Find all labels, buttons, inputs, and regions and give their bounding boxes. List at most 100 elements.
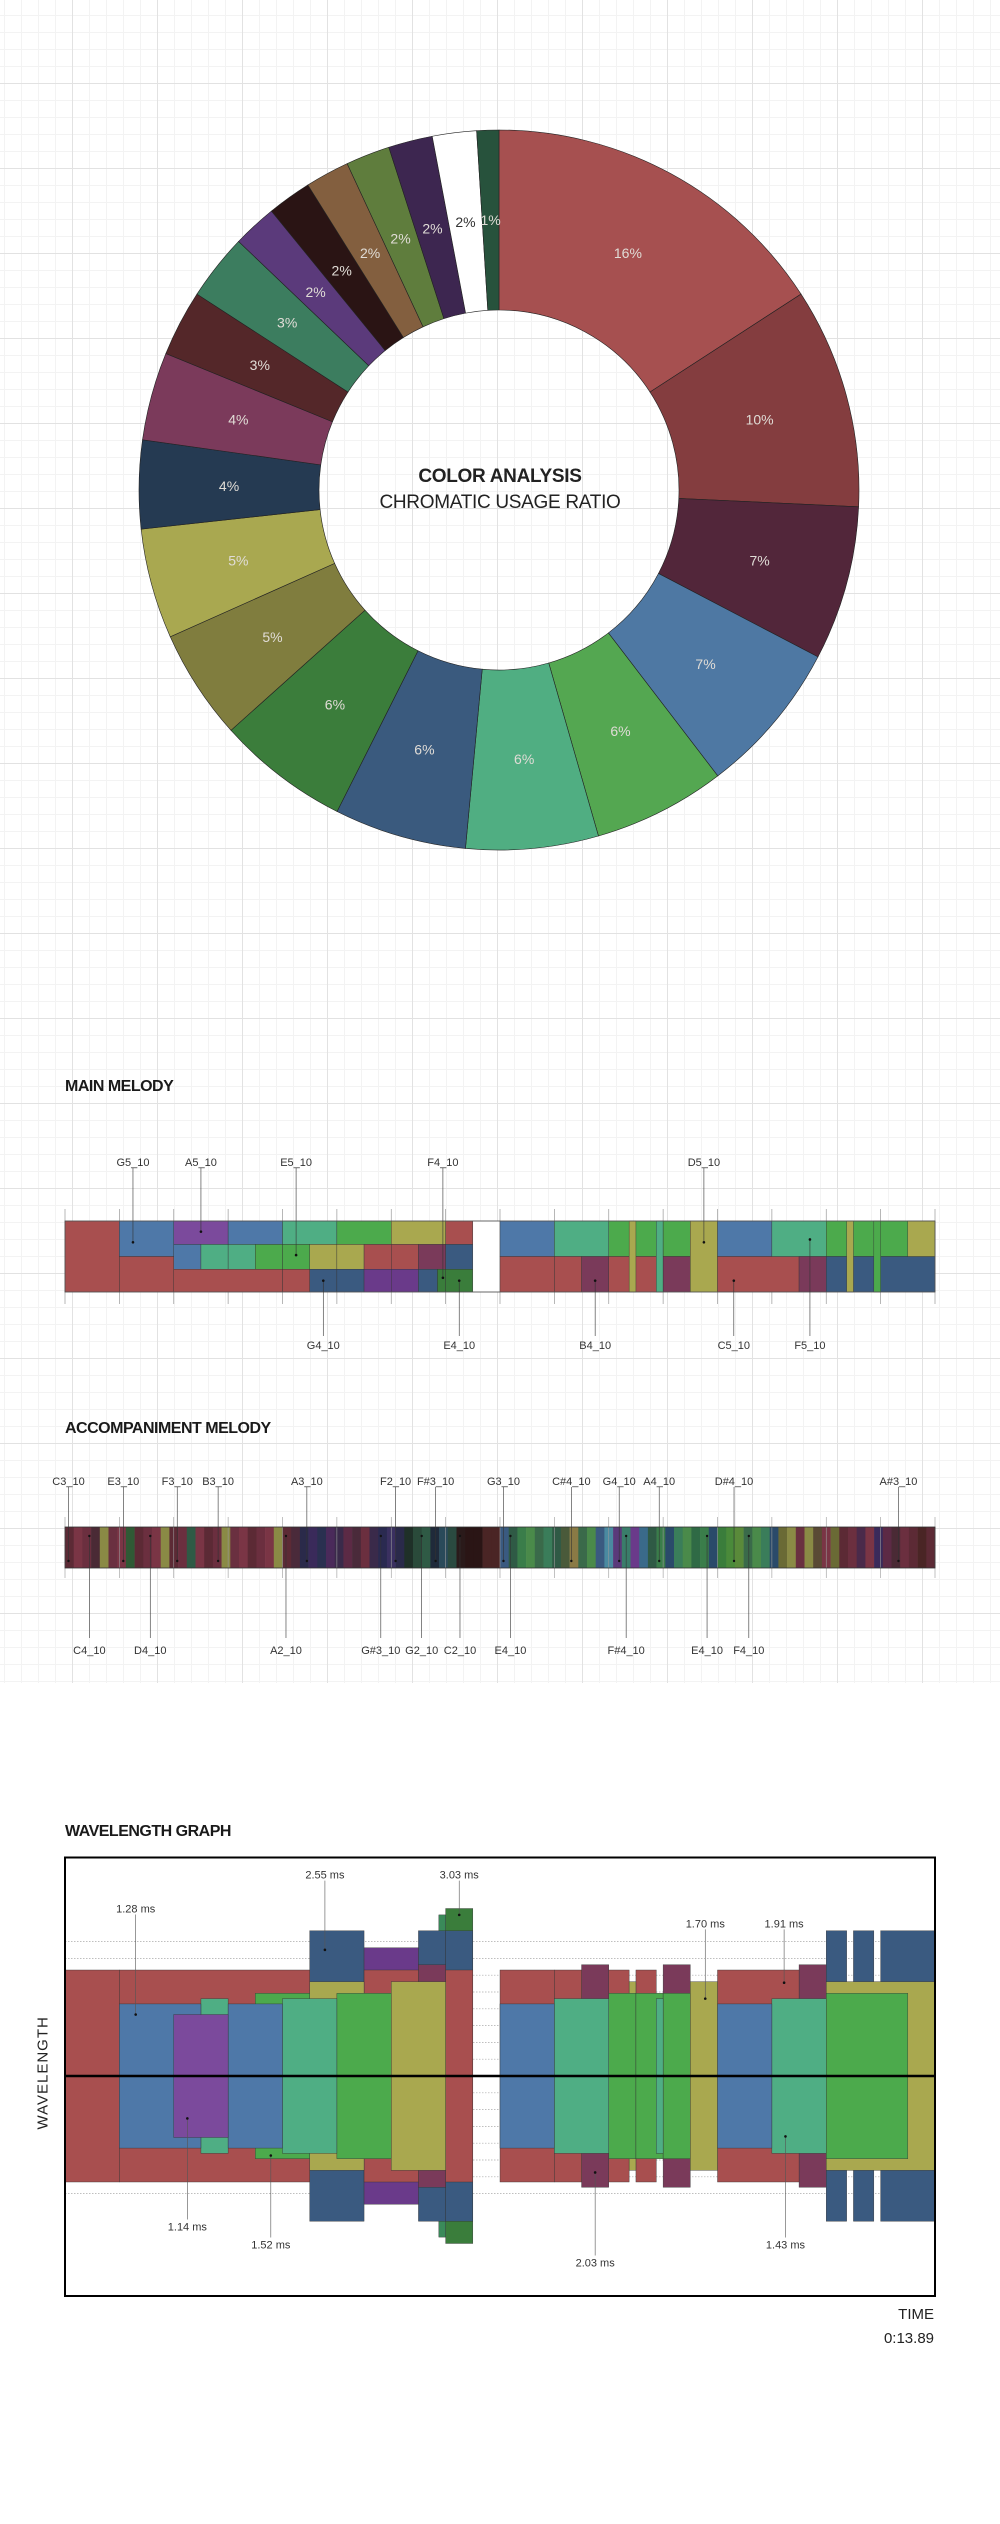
note-segment [771, 1220, 827, 1257]
slice-label: 1% [480, 212, 500, 228]
note-label: B4_10 [579, 1340, 611, 1352]
graph-frame [64, 1856, 936, 2297]
label-dot [732, 1559, 736, 1563]
accompaniment-stripe [117, 1527, 127, 1568]
annotation-dot [134, 2013, 137, 2016]
annotation-label: 1.43 ms [766, 2240, 806, 2252]
accompaniment-stripe [500, 1527, 509, 1568]
accompaniment-stripe [743, 1527, 753, 1568]
note-segment [662, 1220, 691, 1257]
label-dot [88, 1534, 91, 1538]
accompaniment-stripe [378, 1527, 388, 1568]
accompaniment-stripe [247, 1527, 257, 1568]
note-label: E5_10 [280, 1157, 312, 1169]
accompaniment-stripe [334, 1527, 344, 1568]
note-segment [391, 1244, 419, 1270]
slice-label: 7% [750, 553, 770, 569]
accompaniment-stripe [734, 1527, 744, 1568]
slice-label: 4% [219, 478, 239, 494]
accompaniment-stripe [891, 1527, 901, 1568]
note-segment [846, 1220, 854, 1293]
note-segment [363, 1244, 392, 1270]
accompaniment-stripe [265, 1527, 275, 1568]
label-dot [216, 1559, 220, 1563]
slice-label: 2% [360, 245, 380, 261]
accompaniment-stripe [134, 1527, 144, 1568]
accompaniment-stripe [508, 1527, 518, 1568]
note-segment [173, 1244, 202, 1270]
note-segment [336, 1244, 365, 1270]
annotation-dot [323, 1948, 327, 1952]
accompaniment-stripe [908, 1527, 918, 1568]
accompaniment-stripe [926, 1527, 936, 1568]
label-dot [593, 1279, 597, 1282]
accompaniment-stripe [413, 1527, 422, 1568]
label-dot [149, 1534, 152, 1538]
accompaniment-stripe [917, 1527, 927, 1568]
accompaniment-stripe [752, 1527, 762, 1568]
accompaniment-stripe [212, 1527, 222, 1568]
accompaniment-bar-outline [64, 1526, 936, 1569]
accompaniment-stripe [65, 1527, 74, 1568]
donut-slice [498, 129, 802, 393]
accompaniment-stripe [839, 1527, 849, 1568]
note-segment [798, 1256, 827, 1293]
note-segment [227, 1220, 283, 1245]
accompaniment-stripe [230, 1527, 240, 1568]
note-label: A5_10 [185, 1157, 217, 1169]
note-label: G5_10 [116, 1157, 149, 1169]
accompaniment-stripe [239, 1527, 248, 1568]
note-label: C3_10 [52, 1476, 84, 1488]
accompaniment-stripe [674, 1527, 683, 1568]
annotation-bg [300, 1867, 349, 1881]
accompaniment-stripe [186, 1527, 196, 1568]
note-label: F#4_10 [607, 1645, 644, 1657]
note-label: C2_10 [444, 1645, 476, 1657]
donut-slice [476, 129, 500, 311]
accompaniment-stripe [656, 1527, 666, 1568]
note-label: A4_10 [643, 1476, 675, 1488]
note-segment [336, 1269, 365, 1293]
accompaniment-stripe [830, 1527, 840, 1568]
accompaniment-stripe [395, 1527, 405, 1568]
note-segment [227, 1244, 256, 1270]
accompaniment-stripe [630, 1527, 640, 1568]
accompaniment-stripe [552, 1527, 562, 1568]
note-segment [554, 1256, 582, 1293]
note-label: F4_10 [733, 1645, 764, 1657]
label-dot [458, 1534, 462, 1538]
label-dot [379, 1534, 383, 1538]
note-label: C#4_10 [552, 1476, 591, 1488]
label-dot [897, 1559, 900, 1563]
label-dot [502, 1559, 505, 1563]
slice-label: 7% [695, 656, 715, 672]
note-segment [64, 1220, 120, 1293]
wavelength-graph-title: WAVELENGTH GRAPH [65, 1823, 231, 1840]
label-dot [624, 1534, 628, 1538]
annotation-bg [111, 1901, 160, 1915]
accompaniment-melody-chart: C3_10 E3_10 F3_10 B3_10 A3_10 F2_10 F#3_10 G3_1… [52, 1476, 936, 1657]
note-label: F#3_10 [417, 1476, 454, 1488]
note-label: E4_10 [443, 1340, 475, 1352]
accompaniment-stripe [439, 1527, 449, 1568]
annotation-dot [269, 2154, 273, 2157]
note-segment [336, 1220, 392, 1245]
accompaniment-stripe [491, 1527, 501, 1568]
note-segment [173, 1269, 283, 1293]
accompaniment-stripe [795, 1527, 805, 1568]
label-dot [457, 1279, 461, 1282]
note-label: E3_10 [107, 1476, 139, 1488]
accompaniment-stripe [482, 1527, 492, 1568]
accompaniment-stripe [882, 1527, 892, 1568]
note-segment [418, 1269, 438, 1293]
accompaniment-stripe [221, 1527, 231, 1568]
note-label: A3_10 [291, 1476, 323, 1488]
annotation-bg [246, 2237, 295, 2251]
note-segment [391, 1269, 419, 1293]
note-label: G3_10 [487, 1476, 520, 1488]
note-label: D#4_10 [715, 1476, 754, 1488]
donut-chart: 16% 10% 7% 7% 6% 6% 6% 6% 5% 5% 4% 4% 3% 3% 2% 2% 2% 2% 2%… [138, 129, 860, 851]
note-segment [907, 1220, 936, 1257]
accompaniment-stripe [456, 1527, 466, 1568]
annotation-bg [760, 1916, 809, 1930]
